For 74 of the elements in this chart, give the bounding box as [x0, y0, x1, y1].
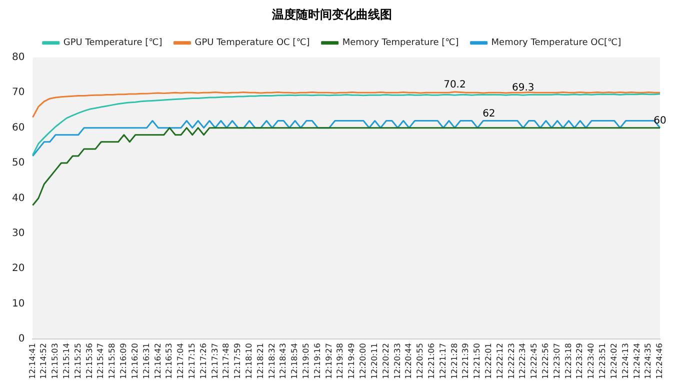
annotation: 70.2: [444, 80, 466, 90]
x-tick-label: 12:17:37: [210, 343, 220, 380]
x-tick-label: 12:22:34: [518, 343, 528, 380]
annotation: 60: [654, 115, 666, 126]
x-tick-label: 12:23:40: [586, 343, 596, 380]
x-tick-label: 12:23:29: [575, 343, 584, 380]
x-tick-label: 12:18:10: [244, 343, 254, 380]
x-tick-label: 12:21:50: [472, 343, 482, 380]
y-tick-label: 60: [12, 122, 25, 134]
x-tick-label: 12:15:47: [96, 343, 106, 380]
x-tick-label: 12:21:28: [450, 343, 459, 380]
x-tick-label: 12:24:46: [655, 343, 664, 380]
x-tick-label: 12:15:14: [62, 343, 72, 380]
x-tick-label: 12:17:26: [198, 343, 208, 380]
y-tick-label: 70: [12, 87, 25, 98]
x-tick-label: 12:22:23: [506, 343, 516, 380]
x-tick-label: 12:22:01: [484, 343, 494, 380]
x-tick-label: 12:15:03: [50, 343, 60, 380]
x-tick-label: 12:17:59: [233, 343, 242, 380]
x-tick-label: 12:23:51: [598, 343, 608, 380]
x-tick-label: 12:16:31: [142, 343, 151, 380]
x-tick-label: 12:20:11: [370, 343, 379, 380]
annotation: 62: [482, 108, 496, 120]
x-tick-label: 12:16:20: [130, 343, 140, 380]
x-tick-label: 12:20:55: [416, 343, 425, 380]
x-tick-label: 12:22:56: [541, 343, 550, 380]
x-tick-label: 12:24:24: [632, 343, 642, 380]
y-tick-label: 0: [18, 334, 25, 345]
legend-label: GPU Temperature [℃]: [63, 38, 162, 48]
x-tick-label: 12:14:52: [39, 343, 48, 380]
y-tick-label: 80: [12, 52, 25, 63]
x-tick-label: 12:15:36: [84, 343, 94, 380]
x-tick-label: 12:24:35: [644, 343, 653, 380]
x-tick-label: 12:18:32: [267, 343, 276, 380]
x-tick-label: 12:18:21: [256, 343, 265, 380]
x-tick-label: 12:22:45: [530, 343, 539, 380]
legend-label: Memory Temperature OC[℃]: [491, 38, 622, 48]
x-tick-label: 12:21:39: [461, 343, 470, 380]
x-tick-label: 12:19:27: [324, 343, 334, 380]
x-tick-label: 12:21:17: [438, 343, 448, 380]
x-tick-label: 12:18:43: [278, 343, 288, 380]
x-tick-label: 12:23:07: [552, 343, 562, 380]
x-tick-label: 12:20:33: [392, 343, 402, 380]
annotation: 69.3: [512, 82, 534, 94]
x-tick-label: 12:20:44: [404, 343, 414, 380]
x-tick-label: 12:24:13: [620, 343, 630, 380]
x-tick-label: 12:18:54: [290, 343, 300, 380]
x-tick-label: 12:23:18: [564, 343, 573, 380]
x-tick-label: 12:14:41: [28, 343, 37, 380]
x-tick-label: 12:19:05: [302, 343, 311, 380]
y-tick-label: 50: [12, 158, 25, 169]
x-tick-label: 12:21:06: [426, 343, 436, 380]
y-tick-label: 30: [12, 228, 25, 240]
legend-label: GPU Temperature OC [℃]: [194, 38, 310, 48]
x-tick-label: 12:17:48: [222, 343, 231, 380]
x-tick-label: 12:15:25: [73, 343, 82, 380]
x-tick-label: 12:16:53: [164, 343, 174, 380]
x-tick-label: 12:20:00: [358, 343, 368, 380]
x-tick-label: 12:24:02: [609, 343, 618, 380]
x-tick-label: 12:19:49: [347, 343, 356, 380]
y-tick-label: 10: [12, 298, 25, 310]
x-tick-label: 12:16:42: [153, 343, 162, 380]
x-tick-label: 12:16:09: [119, 343, 128, 380]
x-tick-label: 12:15:58: [108, 343, 117, 380]
x-tick-label: 12:17:15: [187, 343, 196, 380]
x-tick-label: 12:22:12: [495, 343, 504, 380]
x-tick-label: 12:19:38: [336, 343, 345, 380]
chart-title: 温度随时间变化曲线图: [271, 7, 392, 22]
legend-label: Memory Temperature [℃]: [342, 38, 459, 48]
x-tick-label: 12:19:16: [312, 343, 322, 380]
x-tick-label: 12:17:04: [176, 343, 186, 380]
x-tick-label: 12:20:22: [381, 343, 390, 380]
y-tick-label: 20: [12, 263, 25, 274]
y-tick-label: 40: [12, 192, 25, 204]
